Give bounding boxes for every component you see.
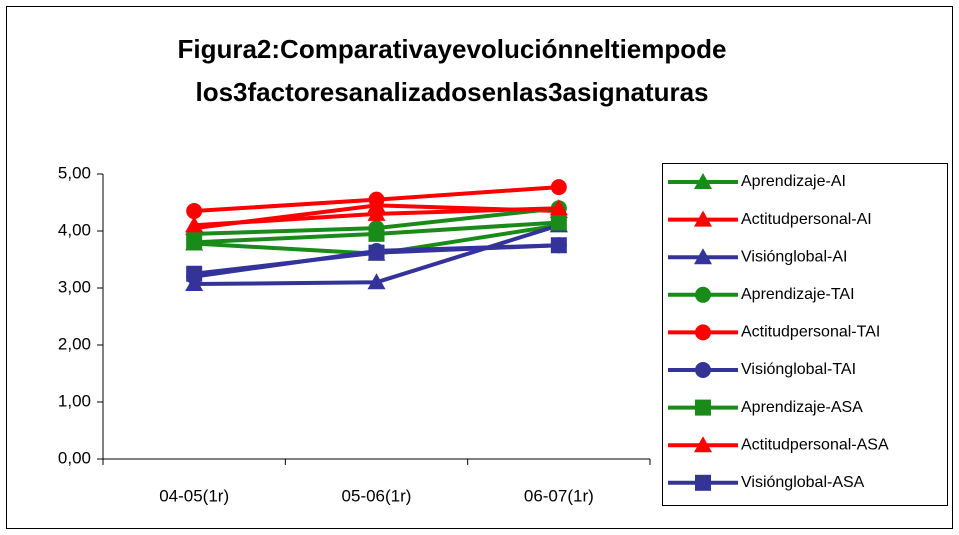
data-point xyxy=(186,265,203,282)
y-tick-label: 3,00 xyxy=(58,277,91,296)
data-point xyxy=(186,203,203,220)
legend-marker xyxy=(694,248,712,265)
y-tick-label: 2,00 xyxy=(58,334,91,353)
legend-marker xyxy=(694,436,712,453)
data-point xyxy=(185,216,204,233)
data-point xyxy=(368,191,385,208)
data-point xyxy=(368,225,385,242)
data-point xyxy=(367,204,386,221)
data-point xyxy=(368,244,385,261)
legend-label: Visiónglobal-AI xyxy=(741,248,847,265)
legend-label: Visiónglobal-ASA xyxy=(741,474,865,491)
legend-label: Aprendizaje-TAI xyxy=(741,286,855,303)
data-point xyxy=(549,199,568,216)
legend-label: Actitudpersonal-ASA xyxy=(741,436,889,453)
data-point xyxy=(367,273,386,290)
legend-marker xyxy=(695,474,711,491)
x-tick-label: 04-05(1r) xyxy=(159,486,229,505)
data-point xyxy=(550,237,567,254)
y-tick-label: 1,00 xyxy=(58,391,91,410)
data-point xyxy=(550,179,567,196)
legend-marker xyxy=(695,286,711,303)
data-point xyxy=(186,234,203,251)
y-tick-label: 4,00 xyxy=(58,220,91,239)
legend-label: Actitudpersonal-AI xyxy=(741,211,872,228)
legend-label: Aprendizaje-AI xyxy=(741,173,846,190)
legend-label: Actitudpersonal-TAI xyxy=(741,324,880,341)
chart-title: los3factoresanalizadosenlas3asignaturas xyxy=(195,77,708,107)
legend-marker xyxy=(695,362,711,378)
legend-marker xyxy=(695,324,711,341)
legend-marker xyxy=(694,210,712,227)
chart-title: Figura2:Comparativayevoluciónneltiempode xyxy=(177,34,726,64)
y-tick-label: 5,00 xyxy=(58,163,91,182)
data-point xyxy=(550,214,567,231)
y-tick-label: 0,00 xyxy=(58,448,91,467)
legend-marker xyxy=(694,173,712,189)
x-tick-label: 06-07(1r) xyxy=(524,486,594,505)
x-tick-label: 05-06(1r) xyxy=(342,486,412,505)
legend-marker xyxy=(695,399,711,416)
legend-label: Visiónglobal-TAI xyxy=(741,361,856,378)
legend-label: Aprendizaje-ASA xyxy=(741,399,863,416)
